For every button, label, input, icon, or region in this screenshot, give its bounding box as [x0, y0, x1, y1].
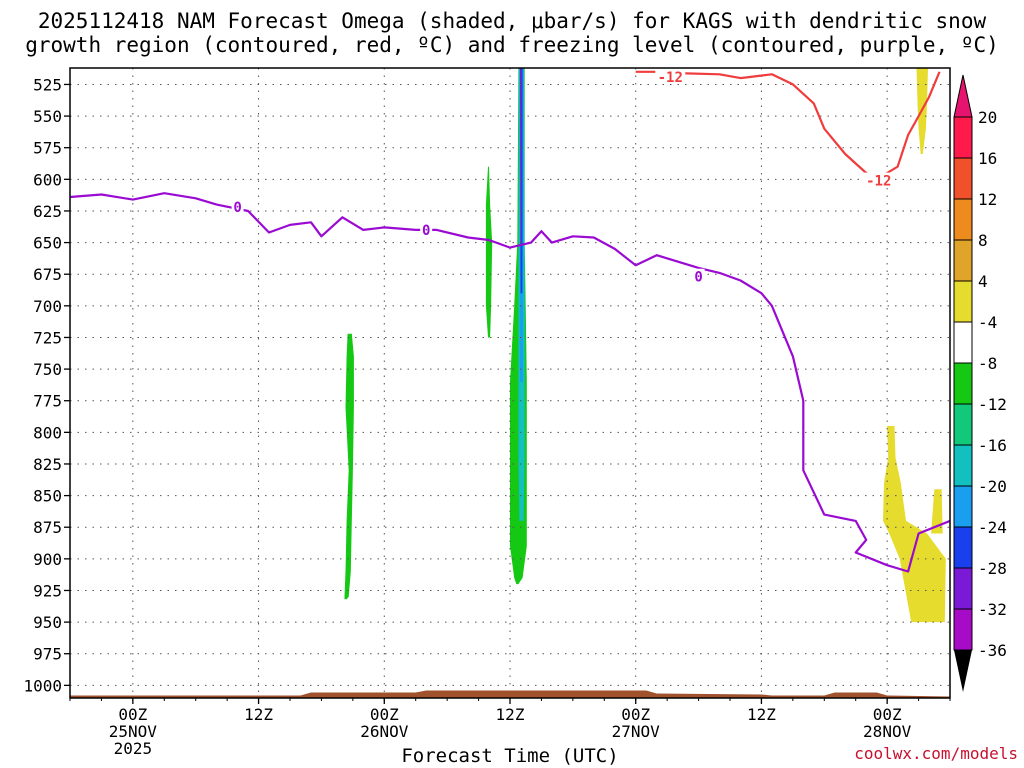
y-tick-label: 625	[33, 202, 62, 221]
y-tick-label: 650	[33, 234, 62, 253]
y-tick-label: 1000	[23, 676, 62, 695]
chart-title-line2: growth region (contoured, red, ºC) and f…	[25, 33, 999, 57]
credit-link[interactable]: coolwx.com/models	[854, 744, 1018, 763]
downward-motion-yellow-right	[931, 489, 943, 534]
y-tick-label: 875	[33, 518, 62, 537]
freezing-level-label: 0	[694, 270, 702, 286]
colorbar-swatch	[953, 280, 973, 323]
contour-label-bg	[692, 268, 705, 284]
y-tick-label: 600	[33, 170, 62, 189]
y-tick-label: 575	[33, 139, 62, 158]
y-tick-label: 800	[33, 423, 62, 442]
colorbar-label: -12	[978, 395, 1007, 414]
colorbar-swatch	[953, 485, 973, 528]
colorbar-swatch	[953, 567, 973, 610]
colorbar-label: -8	[978, 354, 997, 373]
upward-motion-green-2	[485, 166, 493, 338]
y-tick-label: 725	[33, 328, 62, 347]
colorbar-label: -28	[978, 559, 1007, 578]
x-tick-year: 2025	[114, 739, 153, 758]
y-tick-label: 775	[33, 392, 62, 411]
x-tick-label: 00Z	[370, 705, 399, 724]
colorbar-swatch	[953, 403, 973, 446]
dgz-label: -12	[658, 70, 683, 86]
chart-title-line1: 2025112418 NAM Forecast Omega (shaded, μ…	[37, 9, 987, 33]
colorbar-label: -32	[978, 600, 1007, 619]
colorbar-swatch	[953, 157, 973, 200]
contour-label-bg	[863, 172, 894, 188]
y-tick-label: 850	[33, 487, 62, 506]
colorbar-label: -16	[978, 436, 1007, 455]
x-tick-date: 26NOV	[360, 722, 409, 741]
colorbar-swatch	[953, 362, 973, 405]
y-tick-label: 700	[33, 297, 62, 316]
x-tick-label: 12Z	[244, 705, 273, 724]
y-tick-label: 950	[33, 613, 62, 632]
x-tick-label: 12Z	[496, 705, 525, 724]
colorbar-swatch	[953, 526, 973, 569]
colorbar-label: -4	[978, 313, 997, 332]
colorbar-label: 20	[978, 108, 997, 127]
y-tick-label: 925	[33, 581, 62, 600]
colorbar-swatch	[953, 239, 973, 282]
downward-motion-yellow-bottom	[883, 426, 946, 623]
colorbar-label: 12	[978, 190, 997, 209]
colorbar-label: 4	[978, 272, 988, 291]
x-tick-label: 00Z	[621, 705, 650, 724]
upward-motion-core-purple	[520, 68, 522, 243]
colorbar-label: -20	[978, 477, 1007, 496]
contour-label-bg	[655, 68, 686, 84]
y-tick-label: 675	[33, 265, 62, 284]
x-tick-label: 00Z	[118, 705, 147, 724]
y-tick-label: 750	[33, 360, 62, 379]
y-tick-label: 975	[33, 645, 62, 664]
colorbar-swatch	[953, 198, 973, 241]
colorbar-bottom-arrow	[954, 650, 972, 692]
upward-motion-green-1	[344, 333, 354, 600]
colorbar-label: 8	[978, 231, 988, 250]
dgz-label: -12	[866, 174, 891, 190]
colorbar-swatch	[953, 608, 973, 651]
x-tick-label: 12Z	[747, 705, 776, 724]
freezing-level-line	[70, 192, 950, 573]
x-tick-date: 25NOV	[109, 722, 158, 741]
colorbar-label: -36	[978, 641, 1007, 660]
dgz-minus12-line	[635, 70, 941, 181]
x-tick-label: 00Z	[873, 705, 902, 724]
colorbar-swatch	[953, 321, 973, 364]
contour-label-bg	[420, 221, 433, 237]
y-tick-label: 825	[33, 455, 62, 474]
freezing-level-label: 0	[422, 223, 430, 239]
freezing-level-label: 0	[233, 200, 241, 216]
y-tick-label: 525	[33, 75, 62, 94]
x-axis-label: Forecast Time (UTC)	[401, 745, 619, 767]
y-tick-label: 900	[33, 550, 62, 569]
colorbar-top-arrow	[953, 74, 973, 118]
colorbar-swatch	[953, 116, 973, 159]
x-tick-date: 27NOV	[612, 722, 661, 741]
contour-label-bg	[231, 199, 244, 215]
x-tick-date: 28NOV	[863, 722, 912, 741]
y-tick-label: 550	[33, 107, 62, 126]
colorbar-label: -24	[978, 518, 1007, 537]
colorbar-swatch	[953, 444, 973, 487]
colorbar-label: 16	[978, 149, 997, 168]
terrain-band	[70, 690, 950, 698]
